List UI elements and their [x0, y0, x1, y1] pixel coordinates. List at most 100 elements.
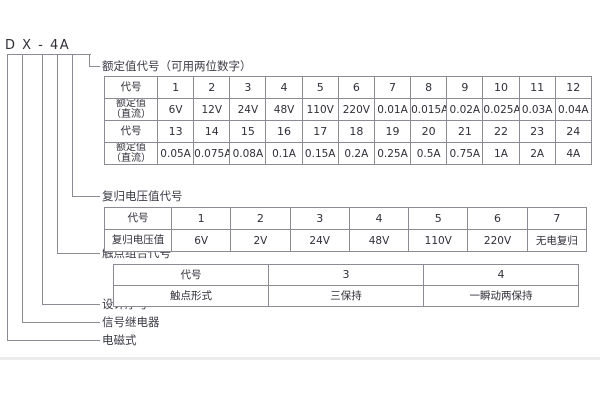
- rated-value-cell: 0.015A: [410, 98, 448, 121]
- reset-value-cell: 24V: [289, 229, 350, 252]
- contact-form-cell: 三保持: [268, 285, 424, 307]
- table-row: 代号 3 4: [113, 264, 579, 286]
- rated-code-cell: 8: [410, 76, 448, 99]
- rated-code-cell: 16: [265, 120, 303, 143]
- row-header-code-reset: 代号: [104, 207, 172, 230]
- leader-vertical-electromagnetic: [7, 54, 8, 340]
- rated-value-cell: 0.025A: [482, 98, 520, 121]
- leader-vertical-rated-code: [89, 54, 90, 66]
- callout-signal-relay: 信号继电器: [102, 315, 160, 329]
- rated-code-cell: 1: [156, 76, 195, 99]
- rated-code-cell: 19: [373, 120, 412, 143]
- leader-horizontal-contact-code: [57, 253, 100, 254]
- leader-vertical-contact-code: [57, 54, 58, 253]
- reset-voltage-table: 代号 1 2 3 4 5 6 7 复归电压值 6V 2V 24V 48V 110…: [104, 207, 587, 252]
- rated-code-cell: 14: [193, 120, 231, 143]
- rated-value-label-line2: （直流）: [111, 108, 151, 120]
- rated-value-table: 代号 1 2 3 4 5 6 7 8 9 10 11 12 额定值 （直流） 6…: [104, 76, 592, 165]
- contact-combination-table: 代号 3 4 触点形式 三保持 一瞬动两保持: [113, 264, 579, 307]
- rated-code-cell: 22: [482, 120, 520, 143]
- reset-code-cell: 5: [408, 207, 469, 230]
- reset-value-cell: 无电复归: [526, 229, 587, 252]
- rated-code-cell: 5: [301, 76, 339, 99]
- reset-code-cell: 1: [170, 207, 232, 230]
- leader-vertical-signal-relay: [22, 54, 23, 322]
- reset-code-cell: 6: [467, 207, 528, 230]
- reset-value-cell: 6V: [170, 229, 232, 252]
- rated-value-label-line2: （直流）: [111, 152, 151, 164]
- leader-vertical-design-no: [42, 54, 43, 304]
- rated-code-cell: 23: [518, 120, 556, 143]
- rated-code-cell: 20: [410, 120, 448, 143]
- rated-code-cell: 9: [446, 76, 484, 99]
- leader-horizontal-design-no: [42, 304, 100, 305]
- table-row: 代号 1 2 3 4 5 6 7 8 9 10 11 12: [104, 76, 592, 99]
- table-row: 复归电压值 6V 2V 24V 48V 110V 220V 无电复归: [104, 229, 587, 252]
- rated-value-cell: 0.1A: [265, 142, 303, 165]
- rated-value-cell: 12V: [193, 98, 231, 121]
- row-header-code-contact: 代号: [113, 264, 269, 286]
- leader-vertical-reset-code: [72, 54, 73, 196]
- contact-form-cell: 一瞬动两保持: [423, 285, 579, 307]
- rated-code-cell: 15: [229, 120, 267, 143]
- rated-code-cell: 11: [518, 76, 556, 99]
- row-header-code-2: 代号: [104, 120, 158, 143]
- table-row: 额定值 （直流） 0.05A 0.075A 0.08A 0.1A 0.15A 0…: [104, 142, 592, 165]
- row-header-rated-value-2: 额定值 （直流）: [104, 142, 158, 165]
- rated-value-cell: 0.5A: [410, 142, 448, 165]
- callout-rated-code: 额定值代号（可用两位数字）: [102, 59, 252, 73]
- rated-value-cell: 2A: [518, 142, 556, 165]
- rated-value-cell: 0.2A: [337, 142, 375, 165]
- rated-value-cell: 0.01A: [373, 98, 412, 121]
- rated-code-cell: 17: [301, 120, 339, 143]
- rated-code-cell: 24: [554, 120, 592, 143]
- rated-value-cell: 4A: [554, 142, 592, 165]
- reset-code-cell: 3: [289, 207, 350, 230]
- reset-code-cell: 4: [348, 207, 410, 230]
- reset-code-cell: 7: [526, 207, 587, 230]
- contact-code-cell: 4: [423, 264, 579, 286]
- row-header-reset-value: 复归电压值: [104, 229, 172, 252]
- rated-code-cell: 4: [265, 76, 303, 99]
- table-row: 代号 1 2 3 4 5 6 7: [104, 207, 587, 230]
- reset-value-cell: 110V: [408, 229, 469, 252]
- callout-electromagnetic: 电磁式: [102, 333, 137, 347]
- rated-value-cell: 1A: [482, 142, 520, 165]
- rated-value-label-line1: 额定值: [116, 142, 146, 153]
- reset-value-cell: 220V: [467, 229, 528, 252]
- rated-value-cell: 6V: [156, 98, 195, 121]
- rated-value-cell: 0.15A: [301, 142, 339, 165]
- rated-value-cell: 0.03A: [518, 98, 556, 121]
- rated-value-cell: 0.02A: [446, 98, 484, 121]
- leader-horizontal-reset-code: [72, 196, 100, 197]
- rated-code-cell: 13: [156, 120, 195, 143]
- rated-value-cell: 0.08A: [229, 142, 267, 165]
- table-row: 额定值 （直流） 6V 12V 24V 48V 110V 220V 0.01A …: [104, 98, 592, 121]
- rated-value-cell: 48V: [265, 98, 303, 121]
- rated-value-cell: 110V: [301, 98, 339, 121]
- row-header-contact-form: 触点形式: [113, 285, 269, 307]
- rated-value-cell: 220V: [337, 98, 375, 121]
- model-underline: [7, 54, 91, 55]
- rated-value-cell: 0.05A: [156, 142, 195, 165]
- reset-code-cell: 2: [230, 207, 291, 230]
- leader-horizontal-electromagnetic: [7, 340, 100, 341]
- callout-reset-code: 复归电压值代号: [102, 189, 183, 203]
- rated-code-cell: 3: [229, 76, 267, 99]
- leader-horizontal-rated-code: [89, 66, 100, 67]
- rated-code-cell: 10: [482, 76, 520, 99]
- rated-code-cell: 7: [373, 76, 412, 99]
- leader-horizontal-signal-relay: [22, 322, 100, 323]
- rated-value-cell: 0.04A: [554, 98, 592, 121]
- rated-value-cell: 0.25A: [373, 142, 412, 165]
- table-row: 代号 13 14 15 16 17 18 19 20 21 22 23 24 2…: [104, 120, 592, 143]
- model-code-label: D X - 4A: [5, 38, 71, 53]
- row-header-rated-value-1: 额定值 （直流）: [104, 98, 158, 121]
- rated-value-cell: 24V: [229, 98, 267, 121]
- rated-code-cell: 6: [337, 76, 375, 99]
- bottom-divider: [0, 357, 600, 360]
- reset-value-cell: 48V: [348, 229, 410, 252]
- rated-code-cell: 21: [446, 120, 484, 143]
- rated-value-cell: 0.075A: [193, 142, 231, 165]
